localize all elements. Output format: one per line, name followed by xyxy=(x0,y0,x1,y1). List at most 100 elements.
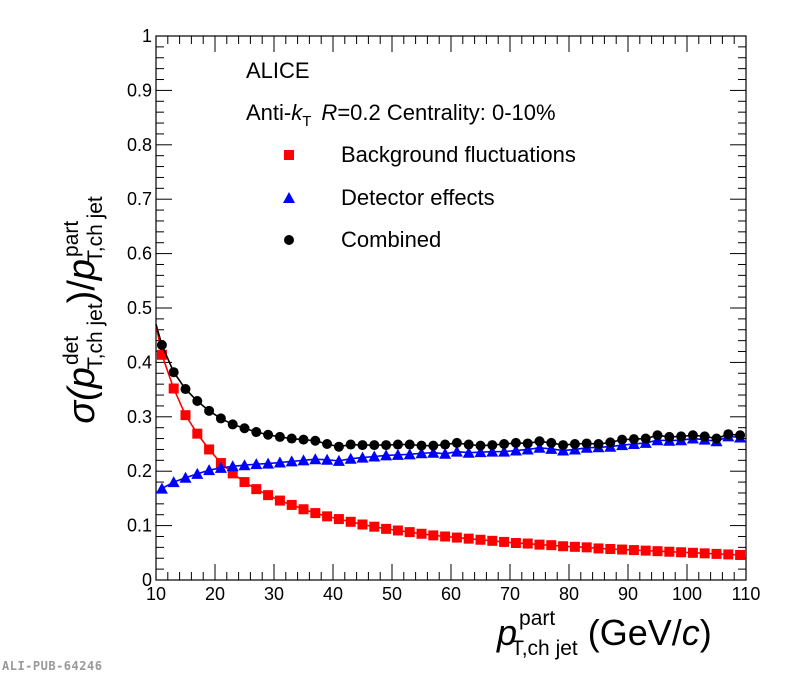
point-combined xyxy=(274,431,285,442)
point-background-fluctuations xyxy=(263,490,274,501)
point-combined xyxy=(416,440,427,451)
point-detector-effects xyxy=(498,445,511,457)
y-tick-label: 0.7 xyxy=(127,189,152,209)
point-background-fluctuations xyxy=(593,543,604,554)
point-combined xyxy=(463,439,474,450)
point-detector-effects xyxy=(427,446,440,458)
point-background-fluctuations xyxy=(652,546,663,557)
point-detector-effects xyxy=(509,444,522,456)
x-tick-label: 20 xyxy=(205,584,225,604)
y-tick-label: 0.4 xyxy=(127,352,152,372)
y-tick-label: 0.5 xyxy=(127,298,152,318)
x-tick-label: 100 xyxy=(672,584,702,604)
legend-label-combined: Combined xyxy=(341,227,441,252)
point-background-fluctuations xyxy=(664,546,675,557)
point-combined xyxy=(404,439,415,450)
data-layer xyxy=(155,324,747,560)
point-combined xyxy=(310,435,321,446)
legend-selection-text: Anti-kT R=0.2 Centrality: 0-10% xyxy=(246,100,556,130)
point-combined xyxy=(723,429,734,440)
point-combined xyxy=(286,433,297,444)
point-combined xyxy=(569,439,580,449)
point-background-fluctuations xyxy=(558,541,569,552)
point-combined xyxy=(333,441,344,452)
point-background-fluctuations xyxy=(298,504,309,515)
y-axis-title: σ(pdetT,ch jet)/ppartT,ch jet xyxy=(60,196,107,424)
point-combined xyxy=(322,439,333,449)
x-tick-label: 70 xyxy=(500,584,520,604)
legend-label-detector-effects: Detector effects xyxy=(341,185,495,210)
point-background-fluctuations xyxy=(322,511,333,522)
point-background-fluctuations xyxy=(723,549,734,560)
point-background-fluctuations xyxy=(180,410,191,421)
point-detector-effects xyxy=(167,476,180,488)
point-combined xyxy=(192,396,203,407)
legend-marker-background-fluctuations xyxy=(284,150,294,160)
point-background-fluctuations xyxy=(640,545,651,556)
point-combined xyxy=(227,419,238,430)
point-background-fluctuations xyxy=(676,547,687,558)
point-background-fluctuations xyxy=(463,533,474,544)
point-combined xyxy=(558,440,569,451)
x-tick-label: 80 xyxy=(559,584,579,604)
point-background-fluctuations xyxy=(546,540,557,551)
point-combined xyxy=(168,367,179,378)
point-detector-effects xyxy=(486,445,499,457)
point-combined xyxy=(652,430,663,441)
y-tick-label: 0.6 xyxy=(127,244,152,264)
point-combined xyxy=(156,339,167,350)
point-combined xyxy=(617,434,628,445)
point-background-fluctuations xyxy=(274,495,285,506)
legend-header: ALICE xyxy=(246,58,310,83)
point-background-fluctuations xyxy=(286,499,297,510)
point-background-fluctuations xyxy=(251,484,262,495)
point-combined xyxy=(369,440,380,451)
point-combined xyxy=(676,431,687,442)
y-tick-label: 0 xyxy=(142,570,152,590)
point-detector-effects xyxy=(179,471,192,483)
y-tick-label: 0.1 xyxy=(127,516,152,536)
point-combined xyxy=(251,427,262,438)
point-detector-effects xyxy=(356,451,369,463)
legend-label-background-fluctuations: Background fluctuations xyxy=(341,142,576,167)
point-background-fluctuations xyxy=(392,525,403,536)
point-detector-effects xyxy=(238,459,251,471)
legend-marker-combined xyxy=(284,235,294,245)
point-combined xyxy=(381,440,392,451)
point-combined xyxy=(534,436,545,447)
point-combined xyxy=(451,437,462,448)
point-background-fluctuations xyxy=(440,531,451,542)
point-detector-effects xyxy=(155,482,168,494)
y-tick-label: 0.3 xyxy=(127,407,152,427)
point-background-fluctuations xyxy=(168,383,179,394)
point-background-fluctuations xyxy=(451,532,462,543)
point-detector-effects xyxy=(450,445,463,457)
point-detector-effects xyxy=(391,448,404,460)
point-background-fluctuations xyxy=(510,538,521,549)
point-background-fluctuations xyxy=(499,536,510,547)
point-detector-effects xyxy=(250,458,263,470)
point-detector-effects xyxy=(214,461,227,473)
y-tick-label: 0.9 xyxy=(127,80,152,100)
point-combined xyxy=(735,430,746,441)
point-background-fluctuations xyxy=(522,538,533,549)
point-combined xyxy=(510,437,521,448)
point-detector-effects xyxy=(380,449,393,461)
point-combined xyxy=(298,434,309,445)
point-background-fluctuations xyxy=(605,543,616,554)
point-background-fluctuations xyxy=(617,544,628,555)
point-combined xyxy=(440,439,451,450)
point-detector-effects xyxy=(533,441,546,453)
point-detector-effects xyxy=(344,452,357,464)
point-detector-effects xyxy=(521,443,534,455)
point-combined xyxy=(345,439,356,450)
point-combined xyxy=(428,440,439,451)
point-combined xyxy=(640,433,651,444)
x-tick-label: 10 xyxy=(146,584,166,604)
point-background-fluctuations xyxy=(711,548,722,559)
x-tick-label: 110 xyxy=(732,584,761,604)
x-tick-label: 30 xyxy=(264,584,284,604)
point-combined xyxy=(204,405,215,416)
point-background-fluctuations xyxy=(581,542,592,553)
